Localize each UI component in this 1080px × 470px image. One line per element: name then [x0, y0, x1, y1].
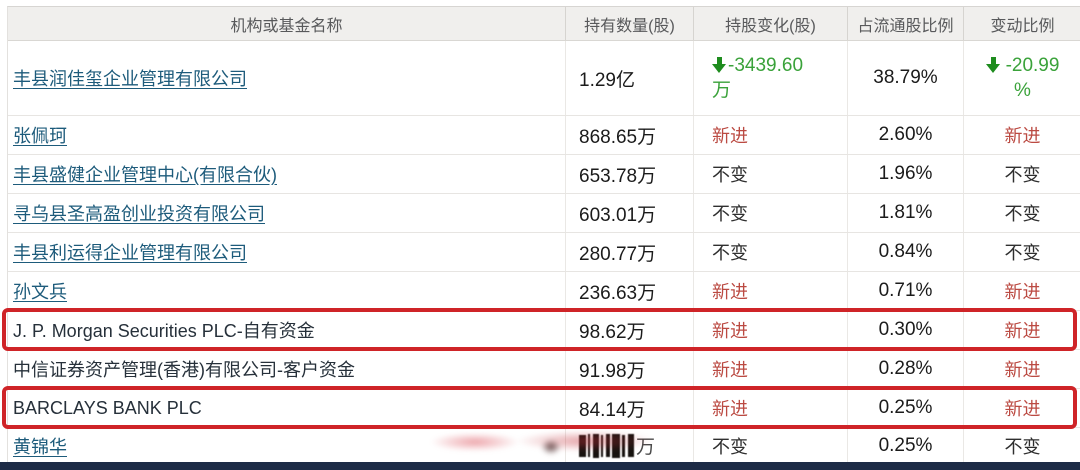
table-row: BARCLAYS BANK PLC 84.14万 新进 0.25% 新进 — [2, 386, 1080, 429]
holders-table: 机构或基金名称 持有数量(股) 持股变化(股) 占流通股比例 变动比例 丰县润佳… — [2, 6, 1080, 463]
share-percentage-cell: 0.84% — [848, 233, 964, 271]
holding-change-cell: 新进 — [694, 389, 848, 427]
holding-quantity-cell: 91.98万 — [566, 350, 694, 388]
table-row: 丰县润佳玺企业管理有限公司 1.29亿 -3439.60 万 38.79% -20… — [8, 41, 1080, 116]
table-row: 孙文兵 236.63万 新进 0.71% 新进 — [8, 272, 1080, 311]
holder-name-cell: 丰县利运得企业管理有限公司 — [8, 233, 566, 271]
holding-quantity-cell: 236.63万 — [566, 272, 694, 310]
holding-change-cell: 不变 — [694, 428, 848, 463]
table-body: 丰县润佳玺企业管理有限公司 1.29亿 -3439.60 万 38.79% -20… — [2, 41, 1080, 463]
holder-name-link[interactable]: 孙文兵 — [13, 282, 67, 302]
redaction-scribble — [579, 433, 634, 459]
holding-quantity-cell: 653.78万 — [566, 155, 694, 193]
holding-change-cell: 不变 — [694, 194, 848, 232]
change-ratio-cell: 不变 — [1004, 165, 1041, 185]
table-row: 中信证券资产管理(香港)有限公司-客户资金 91.98万 新进 0.28% 新进 — [8, 350, 1080, 389]
share-percentage-cell: 1.96% — [848, 155, 964, 193]
holder-name-link[interactable]: 寻乌县圣高盈创业投资有限公司 — [13, 204, 265, 224]
holder-name-link[interactable]: 丰县利运得企业管理有限公司 — [13, 243, 247, 263]
share-percentage-cell: 0.30% — [848, 311, 964, 349]
holding-quantity-cell: 98.62万 — [566, 311, 694, 349]
column-header-name: 机构或基金名称 — [8, 7, 566, 40]
holding-change-cell: 不变 — [694, 155, 848, 193]
holder-name-link[interactable]: 张佩珂 — [13, 126, 67, 146]
change-ratio-cell: 新进 — [1004, 321, 1041, 341]
holding-quantity-cell: 万 — [566, 428, 694, 463]
holder-name-text: 中信证券资产管理(香港)有限公司-客户资金 — [13, 360, 355, 380]
change-ratio-cell: 不变 — [1004, 204, 1041, 224]
holder-name-cell: 丰县润佳玺企业管理有限公司 — [8, 41, 566, 115]
footer-bar — [0, 462, 1080, 470]
holding-change-cell: 新进 — [694, 311, 848, 349]
table-row: 丰县利运得企业管理有限公司 280.77万 不变 0.84% 不变 — [8, 233, 1080, 272]
change-ratio-cell: 新进 — [1004, 282, 1041, 302]
holding-change-cell: -3439.60 万 — [694, 41, 848, 115]
holder-name-link[interactable]: 丰县润佳玺企业管理有限公司 — [13, 69, 247, 89]
column-header-percentage: 占流通股比例 — [848, 7, 964, 40]
holder-name-text: J. P. Morgan Securities PLC-自有资金 — [13, 321, 315, 341]
table-row: J. P. Morgan Securities PLC-自有资金 98.62万 … — [2, 308, 1080, 351]
holder-name-link[interactable]: 丰县盛健企业管理中心(有限合伙) — [13, 165, 277, 185]
share-percentage-cell: 0.28% — [848, 350, 964, 388]
holder-name-cell: 黄锦华 — [8, 428, 566, 463]
holder-name-cell: 寻乌县圣高盈创业投资有限公司 — [8, 194, 566, 232]
column-header-ratio: 变动比例 — [990, 17, 1055, 35]
table-header-row: 机构或基金名称 持有数量(股) 持股变化(股) 占流通股比例 变动比例 — [8, 7, 1080, 41]
holder-name-cell: 张佩珂 — [8, 116, 566, 154]
share-percentage-cell: 0.25% — [848, 389, 964, 427]
share-percentage-cell: 2.60% — [848, 116, 964, 154]
column-header-quantity: 持有数量(股) — [566, 7, 694, 40]
holder-name-cell: J. P. Morgan Securities PLC-自有资金 — [8, 311, 566, 349]
holding-quantity-suffix: 万 — [636, 437, 656, 458]
share-percentage-cell: 1.81% — [848, 194, 964, 232]
holding-quantity-cell: 868.65万 — [566, 116, 694, 154]
holder-name-cell: 孙文兵 — [8, 272, 566, 310]
change-ratio-cell: 新进 — [1004, 126, 1041, 146]
table-row: 黄锦华 万 不变 0.25% 不变 — [8, 428, 1080, 463]
holding-quantity-cell: 84.14万 — [566, 389, 694, 427]
down-arrow-icon — [985, 56, 1001, 73]
share-percentage-cell: 38.79% — [848, 41, 964, 115]
share-percentage-cell: 0.71% — [848, 272, 964, 310]
holder-name-cell: 中信证券资产管理(香港)有限公司-客户资金 — [8, 350, 566, 388]
holder-name-text: BARCLAYS BANK PLC — [13, 397, 202, 418]
table-row: 张佩珂 868.65万 新进 2.60% 新进 — [8, 116, 1080, 155]
change-ratio-cell: 不变 — [1004, 436, 1041, 457]
column-header-change: 持股变化(股) — [694, 7, 848, 40]
holding-quantity-cell: 280.77万 — [566, 233, 694, 271]
holding-quantity-cell: 1.29亿 — [566, 41, 694, 115]
down-arrow-icon — [712, 56, 727, 73]
table-row: 寻乌县圣高盈创业投资有限公司 603.01万 不变 1.81% 不变 — [8, 194, 1080, 233]
holder-name-cell: BARCLAYS BANK PLC — [8, 389, 566, 427]
change-ratio-cell: -20.99% — [964, 41, 1080, 115]
holding-quantity-cell: 603.01万 — [566, 194, 694, 232]
share-percentage-cell: 0.25% — [848, 428, 964, 463]
change-ratio-cell: 不变 — [1004, 243, 1041, 263]
holder-name-link[interactable]: 黄锦华 — [13, 436, 67, 457]
holding-change-cell: 新进 — [694, 272, 848, 310]
change-ratio-cell: 新进 — [1004, 360, 1041, 380]
table-row: 丰县盛健企业管理中心(有限合伙) 653.78万 不变 1.96% 不变 — [8, 155, 1080, 194]
holding-change-cell: 新进 — [694, 116, 848, 154]
holding-change-cell: 不变 — [694, 233, 848, 271]
change-ratio-cell: 新进 — [1004, 399, 1041, 419]
holding-change-cell: 新进 — [694, 350, 848, 388]
holder-name-cell: 丰县盛健企业管理中心(有限合伙) — [8, 155, 566, 193]
